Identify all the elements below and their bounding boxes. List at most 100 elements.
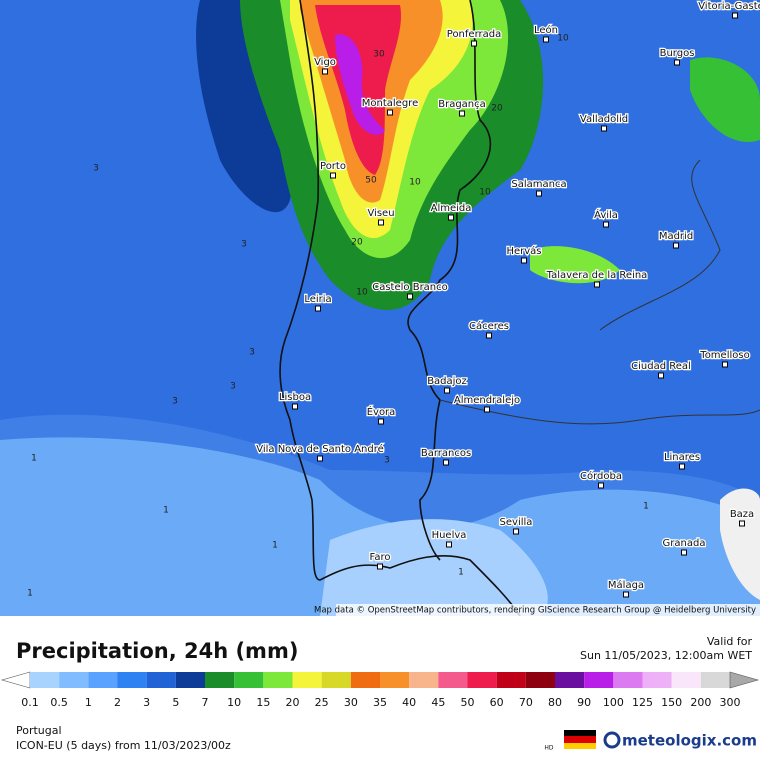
city-label: Vigo (314, 57, 336, 68)
city-marker (378, 219, 384, 226)
city-label: Almeida (431, 203, 472, 214)
city-label: Ponferrada (447, 29, 501, 40)
scale-label: 40 (402, 696, 416, 709)
city-label: Talavera de la Reina (546, 270, 648, 281)
city-label: Lisboa (279, 392, 311, 403)
city-label: Vila Nova de Santo André (256, 443, 384, 455)
border (407, 0, 492, 561)
scale-label: 30 (344, 696, 358, 709)
scale-label: 10 (227, 696, 241, 709)
scale-cell (584, 672, 614, 688)
city-marker (603, 221, 609, 228)
city-marker (536, 190, 542, 197)
scale-cell (88, 672, 118, 688)
contour-label: 10 (557, 34, 569, 44)
city-marker (486, 332, 492, 339)
contour-label: 10 (409, 178, 421, 188)
attribution-bg (336, 604, 760, 616)
contour-label: 3 (384, 456, 390, 466)
contour-label: 10 (479, 188, 491, 198)
city-label: Huelva (432, 530, 467, 541)
scale-label: 50 (461, 696, 475, 709)
scale-cell (59, 672, 89, 688)
rain-area (335, 34, 385, 135)
hd-icon: HD (544, 745, 554, 752)
model-run: ICON-EU (5 days) from 11/03/2023/00z (16, 739, 231, 752)
city-label: Bragança (438, 99, 486, 110)
legend: Precipitation, 24h (mm) Valid for Sun 11… (0, 635, 760, 752)
scale-cell (525, 672, 555, 688)
city-marker (623, 591, 629, 598)
brand[interactable]: meteologix.com (622, 732, 757, 750)
attribution: Map data © OpenStreetMap contributors, r… (314, 606, 756, 616)
city-marker (407, 293, 413, 300)
city-marker (322, 68, 328, 75)
city-marker (732, 12, 738, 19)
scale-cell (321, 672, 351, 688)
coastline (279, 0, 521, 616)
city-label: Montalegre (362, 98, 418, 109)
city-label: Viseu (367, 208, 394, 219)
region-border (439, 159, 760, 425)
city-label: León (534, 24, 558, 36)
scale-label: 125 (632, 696, 653, 709)
contour-label: 3 (249, 348, 255, 358)
rain-area (720, 488, 760, 600)
city-marker (601, 125, 607, 132)
scale-cell (409, 672, 439, 688)
city-marker (658, 372, 664, 379)
city-marker (594, 281, 600, 288)
contour-label: 1 (458, 568, 464, 578)
valid-time: Sun 11/05/2023, 12:00am WET (580, 649, 752, 662)
scale-cell (30, 672, 60, 688)
scale-cell (146, 672, 176, 688)
city-label: Granada (663, 538, 706, 549)
flag-stripe (564, 743, 596, 749)
city-marker (679, 463, 685, 470)
scale-cell (380, 672, 410, 688)
city-label: Hervás (506, 245, 541, 257)
contour-label: 1 (272, 541, 278, 551)
city-marker (317, 455, 323, 462)
scale-label: 300 (720, 696, 741, 709)
city-marker (315, 305, 321, 312)
city-label: Ciudad Real (631, 361, 691, 372)
city-label: Castelo Branco (372, 282, 448, 293)
scale-label: 100 (603, 696, 624, 709)
city-label: Córdoba (580, 470, 622, 482)
scale-label: 7 (202, 696, 209, 709)
scale-label: 200 (690, 696, 711, 709)
contour-label: 3 (172, 397, 178, 407)
scale-cell (234, 672, 264, 688)
map: Vitoria-Gasteiz León Ponferrada Vigo Burgos M… (0, 0, 760, 616)
city-label: Sevilla (500, 517, 533, 528)
scale-arrow (729, 671, 760, 689)
scale-cell (205, 672, 235, 688)
map-labels: Vitoria-Gasteiz León Ponferrada Vigo Burgos M… (27, 0, 760, 599)
city-marker (521, 257, 527, 264)
scale-label: 0.5 (50, 696, 68, 709)
contour-label: 1 (643, 502, 649, 512)
flag-stripe (564, 736, 596, 743)
scale-label: 70 (519, 696, 533, 709)
scale-cell (117, 672, 147, 688)
scale-cell (438, 672, 468, 688)
scale-label: 5 (172, 696, 179, 709)
scale-label: 2 (114, 696, 121, 709)
city-marker (448, 214, 454, 221)
scale-label: 1 (85, 696, 92, 709)
city-label: Linares (664, 452, 700, 463)
contour-label: 20 (491, 104, 503, 114)
contour-label: 20 (351, 238, 363, 248)
color-scale: 0.1 0.5 1 2 3 5 7 10 15 20 25 30 35 40 45 50 60 70 80 90 100… (0, 671, 760, 709)
scale-cell (642, 672, 672, 688)
contour-label: 1 (163, 506, 169, 516)
city-marker (471, 40, 477, 47)
city-marker (598, 482, 604, 489)
flag-stripe (564, 730, 596, 736)
city-label: Porto (320, 161, 346, 172)
city-label: Madrid (659, 231, 693, 242)
scale-label: 20 (286, 696, 300, 709)
city-marker (387, 109, 393, 116)
